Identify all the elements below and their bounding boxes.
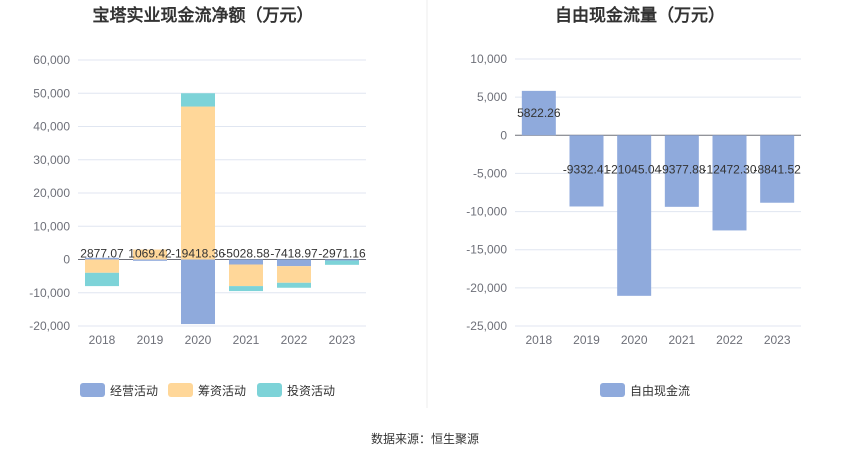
y-tick-label: -20,000 [29,319,70,333]
bar-investing-2021[interactable] [229,286,263,292]
x-tick-label: 2020 [621,333,648,347]
x-tick-label: 2023 [329,333,356,347]
data-label: -12472.30 [702,163,756,177]
legend-swatch-investing[interactable] [257,383,282,397]
y-tick-label: 30,000 [33,153,70,167]
x-tick-label: 2022 [281,333,308,347]
legend-label-free_cash_flow[interactable]: 自由现金流 [630,383,690,398]
y-tick-label: 10,000 [33,219,70,233]
y-tick-label: 5,000 [477,90,507,104]
bar-operating-2022[interactable] [277,259,311,267]
y-tick-label: -20,000 [466,281,507,295]
legend-swatch-operating[interactable] [80,383,105,397]
bar-investing-2018[interactable] [85,272,119,287]
x-tick-label: 2019 [137,333,164,347]
data-label: -9332.41 [563,163,611,177]
y-tick-label: -10,000 [466,205,507,219]
bar-operating-2019[interactable] [133,259,167,261]
data-label: -19418.36 [171,247,225,261]
bar-investing-2023[interactable] [325,260,359,265]
y-tick-label: -10,000 [29,286,70,300]
free-cashflow-chart: 自由现金流量（万元） 10,000 5,000 0 -5,000 -10,000 -15,… [466,5,801,398]
data-label: -8841.52 [753,163,801,177]
bar-investing-2020[interactable] [181,93,215,107]
x-tick-label: 2023 [764,333,791,347]
bar-operating-2023[interactable] [325,259,359,261]
legend-label-operating[interactable]: 经营活动 [110,384,158,398]
x-tick-label: 2018 [525,333,552,347]
y-tick-label: -15,000 [466,243,507,257]
cashflow-chart-title: 宝塔实业现金流净额（万元） [93,5,314,26]
legend-swatch-free_cash_flow[interactable] [600,383,625,397]
bar-free_cash_flow-2018[interactable] [521,90,556,136]
bar-operating-2020[interactable] [181,259,215,325]
legend-swatch-financing[interactable] [168,383,193,397]
y-tick-label: 50,000 [33,86,70,100]
y-tick-label: 0 [500,128,507,142]
y-tick-label: 20,000 [33,186,70,200]
bar-financing-2019[interactable] [133,249,167,260]
bar-free_cash_flow-2019[interactable] [569,135,604,207]
y-tick-label: 60,000 [33,53,70,67]
x-tick-label: 2021 [233,333,260,347]
data-label: -7418.97 [270,247,318,261]
legend-label-financing[interactable]: 筹资活动 [198,384,246,398]
bar-free_cash_flow-2020[interactable] [617,135,652,296]
cashflow-net-chart: 宝塔实业现金流净额（万元） 60,000 50,000 40,000 30,000 20… [29,5,366,398]
x-tick-label: 2019 [573,333,600,347]
y-tick-label: 10,000 [470,52,507,66]
y-tick-label: 40,000 [33,120,70,134]
x-tick-label: 2021 [668,333,695,347]
data-label: -2971.16 [318,247,366,261]
data-label: 2877.07 [80,247,124,261]
bar-financing-2022[interactable] [277,266,311,283]
bar-free_cash_flow-2023[interactable] [760,135,795,203]
data-label: 5822.26 [517,106,561,120]
y-tick-label: -5,000 [473,166,507,180]
y-tick-label: 0 [63,253,70,267]
fcf-chart-title: 自由现金流量（万元） [555,5,725,26]
bar-financing-2020[interactable] [181,106,215,260]
source-note: 数据来源：恒生聚源 [371,431,479,446]
data-label: -9377.88 [658,163,706,177]
bar-financing-2021[interactable] [229,264,263,287]
data-label: -21045.04 [607,163,661,177]
bar-financing-2018[interactable] [85,259,119,273]
data-label: -5028.58 [222,247,270,261]
legend-label-investing[interactable]: 投资活动 [287,383,335,398]
bar-free_cash_flow-2022[interactable] [712,135,747,231]
data-label: 1069.42 [128,247,172,261]
x-tick-label: 2018 [89,333,116,347]
bar-operating-2018[interactable] [85,257,119,260]
bar-investing-2022[interactable] [277,282,311,288]
y-tick-label: -25,000 [466,319,507,333]
x-tick-label: 2020 [185,333,212,347]
x-tick-label: 2022 [716,333,743,347]
bar-free_cash_flow-2021[interactable] [664,135,699,207]
bar-operating-2021[interactable] [229,259,263,265]
